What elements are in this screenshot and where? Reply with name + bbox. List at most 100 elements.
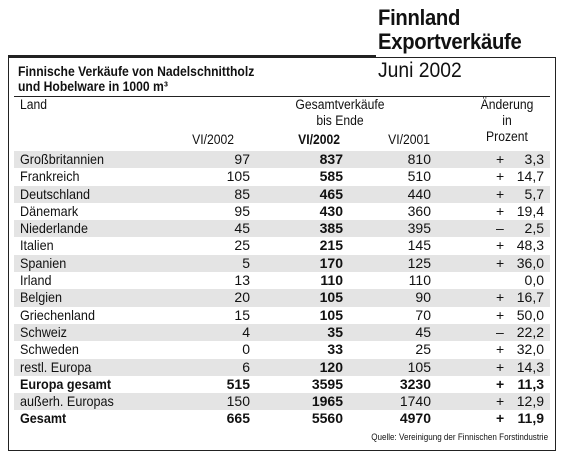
total-vi-2002-cell: 105	[319, 289, 343, 306]
table-row: Schweden 0 33 25 +32,0	[14, 341, 550, 358]
change-sign-cell: +	[496, 185, 505, 202]
col-header-gesamt-line1: Gesamtverkäufe	[295, 97, 385, 112]
total-vi-2002-cell: 3595	[311, 375, 343, 392]
table-row: Dänemark 95 430 360 +19,4	[14, 203, 550, 220]
total-vi-2001-cell: 110	[408, 272, 431, 289]
frame-top-rule	[8, 55, 376, 58]
change-sign-cell: +	[496, 375, 505, 392]
change-sign-cell: +	[496, 306, 505, 323]
table-row: Spanien 5 170 125 +36,0	[14, 254, 550, 273]
table-row: Frankreich 105 585 510 +14,7	[14, 168, 550, 185]
total-vi-2001-cell: 1740	[399, 393, 431, 410]
value-vi-2002-cell: 20	[234, 289, 250, 306]
value-vi-2002-cell: 15	[234, 306, 250, 323]
table-row: außerh. Europas 150 1965 1740 +12,9	[14, 393, 550, 411]
total-vi-2001-cell: 510	[407, 168, 431, 185]
total-vi-2001-cell: 125	[407, 254, 431, 271]
country-cell: Irland	[20, 272, 52, 289]
change-percent-cell: 19,4	[516, 202, 544, 219]
table-row: Italien 25 215 145 +48,3	[14, 237, 550, 254]
page-title: Finnland	[378, 5, 461, 30]
col-header-v2: VI/2002	[298, 132, 340, 147]
total-vi-2001-cell: 360	[407, 202, 431, 219]
total-vi-2002-cell: 837	[319, 151, 343, 167]
change-percent-cell: 22,2	[516, 323, 544, 340]
table-body: Großbritannien 97 837 810 +3,3 Frankreich 105 5…	[14, 151, 550, 428]
col-header-chg-line3: Prozent	[486, 129, 528, 144]
total-vi-2002-cell: 5560	[311, 410, 343, 427]
country-cell: Italien	[20, 237, 54, 254]
country-cell: außerh. Europas	[20, 393, 114, 410]
total-vi-2002-cell: 120	[319, 358, 343, 375]
total-vi-2001-cell: 810	[407, 151, 431, 167]
table-row: Niederlande 45 385 395 – 2,5	[14, 220, 550, 238]
change-percent-cell: 16,7	[516, 289, 544, 306]
total-vi-2001-cell: 70	[415, 306, 431, 323]
value-vi-2002-cell: 5	[242, 254, 250, 271]
change-percent-cell: 36,0	[516, 254, 544, 271]
total-vi-2002-cell: 35	[327, 323, 343, 340]
total-vi-2001-cell: 25	[415, 341, 431, 358]
country-cell: Belgien	[20, 289, 63, 306]
change-sign-cell: +	[496, 341, 505, 358]
country-cell: Dänemark	[20, 202, 79, 219]
total-vi-2001-cell: 90	[415, 289, 431, 306]
change-sign-cell: –	[496, 323, 504, 340]
change-percent-cell: 14,3	[516, 358, 544, 375]
change-sign-cell: +	[496, 202, 505, 219]
total-vi-2001-cell: 4970	[399, 410, 431, 427]
total-vi-2002-cell: 385	[319, 220, 343, 237]
total-vi-2001-cell: 440	[407, 185, 431, 202]
table-row: Irland 13 110 110 0,0	[14, 272, 550, 289]
table-row: Griechenland 15 105 70 +50,0	[14, 307, 550, 324]
change-sign-cell: +	[496, 237, 505, 254]
change-percent-cell: 12,9	[516, 393, 544, 410]
change-percent-cell: 11,3	[517, 375, 544, 392]
total-vi-2001-cell: 45	[415, 323, 431, 340]
change-percent-cell: 50,0	[516, 306, 544, 323]
table-frame	[8, 57, 556, 451]
table-row: Deutschland 85 465 440 +5,7	[14, 185, 550, 203]
col-header-v1: VI/2002	[192, 132, 234, 147]
country-cell: Frankreich	[20, 168, 80, 185]
total-vi-2002-cell: 215	[319, 237, 343, 254]
change-percent-cell: 0,0	[524, 272, 544, 289]
col-header-chg-line1: Änderung	[480, 97, 534, 112]
table-row: Europa gesamt 515 3595 3230 +11,3	[14, 376, 550, 393]
change-percent-cell: 14,7	[516, 168, 544, 185]
total-vi-2001-cell: 395	[407, 220, 431, 237]
change-sign-cell: +	[496, 151, 505, 167]
col-header-gesamt-line2: bis Ende	[316, 113, 364, 128]
change-sign-cell: +	[496, 393, 505, 410]
change-percent-cell: 32,0	[516, 341, 544, 358]
caption-line-2: und Hobelware in 1000 m³	[18, 79, 168, 94]
total-vi-2001-cell: 145	[407, 237, 431, 254]
value-vi-2002-cell: 95	[234, 202, 250, 219]
country-cell: Schweden	[20, 341, 79, 358]
value-vi-2002-cell: 97	[234, 151, 250, 167]
col-header-chg-line2: in	[502, 113, 512, 128]
change-sign-cell: +	[496, 254, 505, 271]
value-vi-2002-cell: 45	[234, 220, 250, 237]
change-percent-cell: 11,9	[517, 410, 544, 427]
country-cell: Deutschland	[20, 185, 91, 202]
value-vi-2002-cell: 6	[242, 358, 250, 375]
change-sign-cell: –	[496, 220, 504, 237]
country-cell: Europa gesamt	[20, 375, 112, 392]
value-vi-2002-cell: 4	[242, 323, 250, 340]
table-row: Gesamt 665 5560 4970 +11,9	[14, 410, 550, 427]
country-cell: Großbritannien	[20, 151, 105, 167]
total-vi-2002-cell: 430	[319, 202, 343, 219]
value-vi-2002-cell: 515	[226, 375, 250, 392]
report-month: Juni 2002	[378, 59, 462, 82]
change-sign-cell: +	[496, 289, 505, 306]
change-percent-cell: 5,7	[524, 185, 544, 202]
change-percent-cell: 48,3	[516, 237, 544, 254]
total-vi-2002-cell: 110	[320, 272, 343, 289]
table-row: restl. Europa 6 120 105 +14,3	[14, 358, 550, 376]
source-note: Quelle: Vereinigung der Finnischen Forst…	[371, 432, 548, 443]
total-vi-2002-cell: 1965	[311, 393, 343, 410]
change-percent-cell: 3,3	[524, 151, 544, 167]
value-vi-2002-cell: 0	[242, 341, 250, 358]
value-vi-2002-cell: 25	[234, 237, 250, 254]
